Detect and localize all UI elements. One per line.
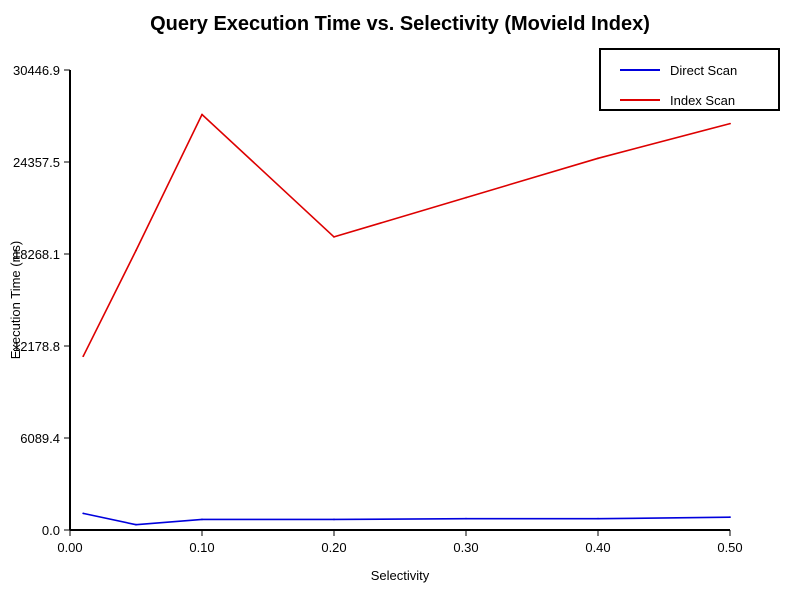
x-tick-label: 0.40 <box>585 540 610 555</box>
x-tick-label: 0.30 <box>453 540 478 555</box>
y-tick-label: 0.0 <box>42 523 60 538</box>
y-tick-label: 18268.1 <box>13 247 60 262</box>
y-tick-label: 24357.5 <box>13 155 60 170</box>
data-point-direct-scan <box>135 523 137 526</box>
legend: Direct Scan Index Scan <box>599 48 780 111</box>
x-axis-label: Selectivity <box>371 568 430 583</box>
x-tick-label: 0.20 <box>321 540 346 555</box>
data-point-index-scan <box>135 249 137 252</box>
y-tick-label: 30446.9 <box>13 63 60 78</box>
x-tick-label: 0.50 <box>717 540 742 555</box>
data-point-index-scan <box>333 235 335 238</box>
data-point-direct-scan <box>465 517 467 520</box>
axes <box>69 70 730 531</box>
data-point-index-scan <box>201 113 203 116</box>
y-tick-label: 12178.8 <box>13 339 60 354</box>
data-point-direct-scan <box>201 518 203 521</box>
data-point-direct-scan <box>333 518 335 521</box>
legend-label-index-scan: Index Scan <box>670 93 735 108</box>
data-point-index-scan <box>729 122 731 125</box>
y-ticks: 0.0 6089.4 12178.8 18268.1 24357.5 30446.9 <box>13 63 70 538</box>
chart-title: Query Execution Time vs. Selectivity (Mo… <box>150 13 650 35</box>
data-point-index-scan <box>465 196 467 199</box>
legend-label-direct-scan: Direct Scan <box>670 63 737 78</box>
data-point-index-scan <box>597 157 599 160</box>
y-axis-label: Execution Time (ms) <box>8 241 23 359</box>
data-point-index-scan <box>82 355 85 358</box>
y-tick-label: 6089.4 <box>20 431 60 446</box>
data-point-direct-scan <box>82 512 85 515</box>
data-point-direct-scan <box>597 517 599 520</box>
data-point-direct-scan <box>729 516 731 519</box>
series-lines <box>82 113 731 526</box>
x-ticks: 0.00 0.10 0.20 0.30 0.40 0.50 <box>57 530 743 555</box>
x-tick-label: 0.00 <box>57 540 82 555</box>
x-tick-label: 0.10 <box>189 540 214 555</box>
